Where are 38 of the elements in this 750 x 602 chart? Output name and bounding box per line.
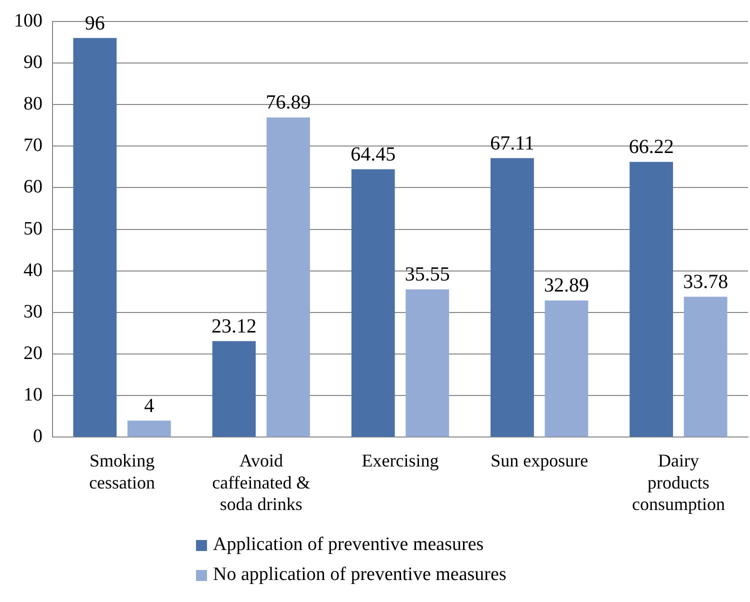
data-label: 66.22 <box>628 136 674 158</box>
bar <box>127 420 171 437</box>
legend-label: Application of preventive measures <box>213 534 484 556</box>
y-tick-label: 90 <box>24 52 42 73</box>
x-tick-label: Smoking cessation <box>89 450 156 492</box>
data-label: 67.11 <box>490 132 534 154</box>
y-tick-label: 30 <box>24 301 42 322</box>
y-tick-label: 80 <box>24 94 42 115</box>
bar <box>266 117 310 437</box>
y-tick-label: 100 <box>14 10 42 32</box>
data-label: 23.12 <box>212 315 257 338</box>
bar <box>73 38 117 437</box>
data-label: 35.55 <box>404 264 450 286</box>
y-tick-label: 60 <box>24 176 42 198</box>
y-tick-label: 70 <box>24 135 42 156</box>
y-tick-label: 20 <box>24 343 42 364</box>
bar <box>212 341 256 437</box>
bar <box>684 296 728 437</box>
y-tick-label: 10 <box>24 384 42 406</box>
legend-label: No application of preventive measures <box>213 564 506 586</box>
x-tick-label: Avoid caffeinated & soda drinks <box>212 450 310 514</box>
bar <box>630 162 674 437</box>
bar <box>490 158 534 437</box>
x-tick-label: Exercising <box>362 450 439 471</box>
data-label: 4 <box>144 394 154 417</box>
x-tick-label: Dairy products consumption <box>632 450 725 514</box>
y-tick-label: 0 <box>33 426 42 448</box>
data-label: 32.89 <box>544 274 589 297</box>
x-tick-label: Sun exposure <box>490 450 588 471</box>
y-tick-label: 50 <box>24 218 42 240</box>
bar <box>544 300 588 437</box>
bar <box>406 289 450 437</box>
data-label: 76.89 <box>266 92 311 114</box>
y-tick-label: 40 <box>24 260 42 281</box>
bar <box>351 169 395 437</box>
data-label: 64.45 <box>350 143 396 166</box>
data-label: 96 <box>84 12 105 34</box>
data-label: 33.78 <box>683 270 728 293</box>
